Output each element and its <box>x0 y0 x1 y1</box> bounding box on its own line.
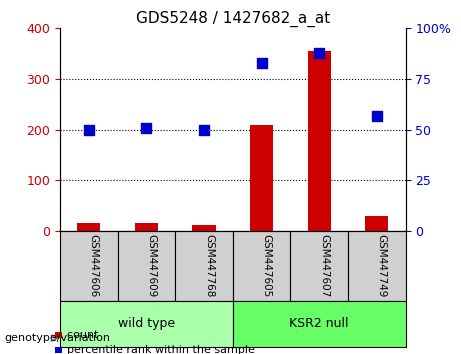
Text: KSR2 null: KSR2 null <box>290 317 349 330</box>
Title: GDS5248 / 1427682_a_at: GDS5248 / 1427682_a_at <box>136 11 330 27</box>
FancyBboxPatch shape <box>233 301 406 347</box>
Bar <box>308 51 331 231</box>
Bar <box>135 223 158 231</box>
Text: GSM447609: GSM447609 <box>146 234 156 297</box>
Point <box>85 127 92 132</box>
Bar <box>365 216 388 231</box>
Text: wild type: wild type <box>118 317 175 330</box>
FancyBboxPatch shape <box>60 231 118 301</box>
Text: percentile rank within the sample: percentile rank within the sample <box>60 346 255 354</box>
FancyBboxPatch shape <box>60 301 233 347</box>
FancyBboxPatch shape <box>348 231 406 301</box>
Text: genotype/variation: genotype/variation <box>5 333 111 343</box>
Text: GSM447605: GSM447605 <box>262 234 272 297</box>
Text: GSM447607: GSM447607 <box>319 234 329 297</box>
Point <box>258 60 266 65</box>
Point <box>315 50 323 56</box>
FancyBboxPatch shape <box>290 231 348 301</box>
Bar <box>77 223 100 231</box>
Point <box>373 113 381 118</box>
FancyBboxPatch shape <box>175 231 233 301</box>
Text: GSM447606: GSM447606 <box>89 234 99 297</box>
Text: GSM447749: GSM447749 <box>377 234 387 297</box>
FancyBboxPatch shape <box>118 231 175 301</box>
Bar <box>250 125 273 231</box>
FancyBboxPatch shape <box>233 231 290 301</box>
Point <box>200 127 207 132</box>
Text: count: count <box>60 330 99 339</box>
Text: GSM447768: GSM447768 <box>204 234 214 297</box>
Point <box>142 125 150 131</box>
Bar <box>193 225 216 231</box>
